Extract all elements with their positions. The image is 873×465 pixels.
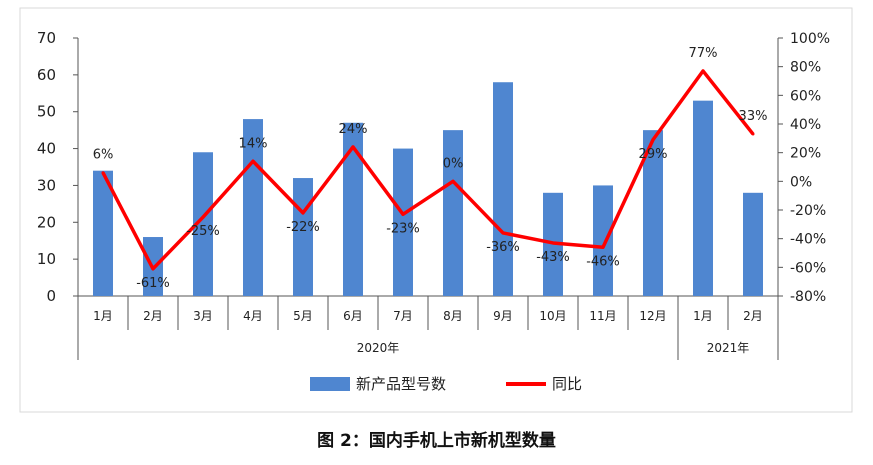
y-right-tick-label: 0% [790,174,812,190]
series-line [101,69,755,271]
line-data-label: -43% [536,250,570,265]
x-tick-label: 1月 [693,309,713,323]
line-data-label: 24% [339,122,368,137]
bar [393,148,413,296]
y-right-tick-label: 40% [790,117,821,133]
bar [93,170,113,296]
x-tick-label: 9月 [493,309,513,323]
legend-label-line: 同比 [552,375,582,393]
x-tick-label: 10月 [539,309,566,323]
bar [443,130,463,296]
bar [593,185,613,296]
figure-caption: 图 2：国内手机上市新机型数量 [317,431,556,451]
line-data-label: -36% [486,240,520,255]
legend-swatch-bar [310,377,350,391]
line-data-label: 14% [239,136,268,151]
line-data-label: 6% [93,148,114,163]
y-right-tick-label: -20% [790,203,826,219]
x-tick-label: 11月 [589,309,616,323]
line-point [401,212,405,216]
line-data-label: 77% [689,46,718,61]
x-tick-label: 6月 [343,309,363,323]
line-point [151,267,155,271]
chart-svg: 0 10 20 30 40 50 60 70 -80% -60% -40% -20% 0% 20% 40% 6… [19,7,853,413]
line-point [701,69,705,73]
y-left-tick-label: 50 [37,103,56,121]
bar [243,119,263,296]
line-data-label: -22% [286,220,320,235]
line-data-label: 29% [639,147,668,162]
y-right-tick-label: 20% [790,146,821,162]
chart-frame-border [19,7,853,413]
line-point [201,215,205,219]
bar [293,178,313,296]
x-tick-label: 12月 [639,309,666,323]
y-right-tick-label: -60% [790,260,826,276]
y-left-tick-label: 40 [37,140,56,158]
line-data-label: -61% [136,276,170,291]
y-right-tick-label: 80% [790,60,821,76]
y-left-tick-label: 10 [37,250,56,268]
y-left-tick-label: 70 [37,29,56,47]
line-point [551,241,555,245]
bar [643,130,663,296]
x-tick-label: 2月 [743,309,763,323]
line-point [251,159,255,163]
y-right-tick-label: 60% [790,88,821,104]
year-group-label: 2020年 [357,341,400,355]
line-data-label: 33% [739,109,768,124]
line-point [451,179,455,183]
line-point [101,171,105,175]
line-data-label: 0% [443,156,464,171]
y-left-tick-label: 20 [37,213,56,231]
x-tick-label: 5月 [293,309,313,323]
y-left-tick-label: 0 [46,287,56,305]
line-point [501,231,505,235]
line-data-label: -46% [586,254,620,269]
y-right-tick-label: -80% [790,289,826,305]
x-tick-label: 3月 [193,309,213,323]
line-point [301,211,305,215]
bar [343,122,363,297]
x-tick-label: 2月 [143,309,163,323]
x-tick-label: 7月 [393,309,413,323]
x-tick-label: 8月 [443,309,463,323]
line-data-label: -25% [186,224,220,239]
bar [743,192,763,296]
line-point [351,145,355,149]
year-group-label: 2021年 [707,341,750,355]
y-right-tick-label: 100% [790,31,830,47]
bar [193,152,213,296]
line-point [601,245,605,249]
legend-label-bar: 新产品型号数 [356,375,446,393]
bar [493,82,513,296]
line-point [651,138,655,142]
x-tick-label: 1月 [93,309,113,323]
y-left-tick-label: 30 [37,176,56,194]
bar [693,100,713,297]
line-data-label: -23% [386,221,420,236]
y-left-tick-label: 60 [37,66,56,84]
y-right-tick-label: -40% [790,232,826,248]
x-tick-label: 4月 [243,309,263,323]
line-point [751,132,755,136]
